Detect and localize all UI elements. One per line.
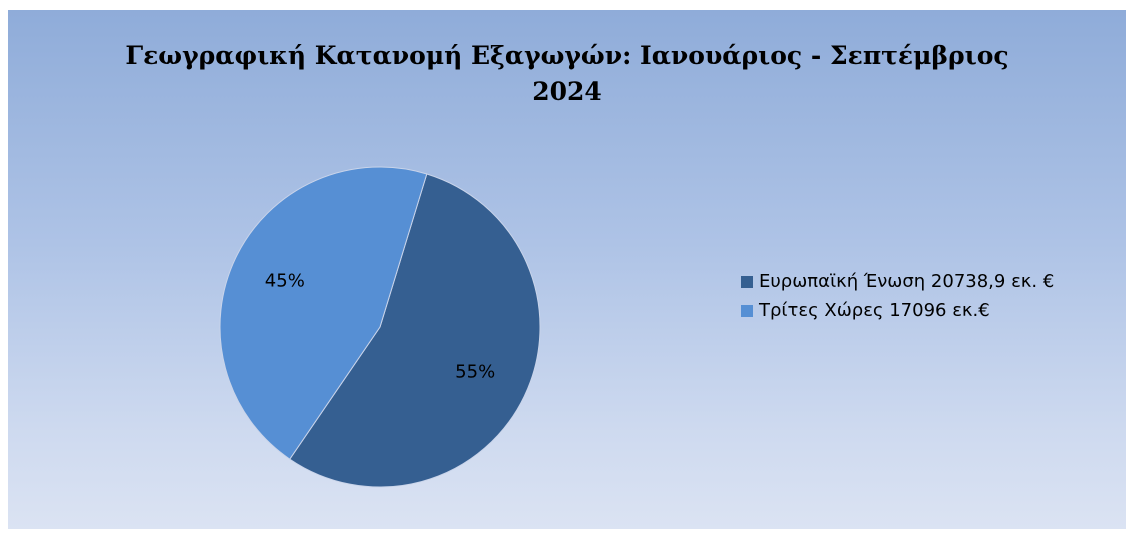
legend-label-third-countries: Τρίτες Χώρες 17096 εκ.€ bbox=[759, 300, 990, 321]
chart-title-line-1: Γεωγραφική Κατανομή Εξαγωγών: Ιανουάριος… bbox=[125, 41, 1009, 70]
legend-swatch-eu bbox=[741, 275, 753, 288]
pie-label-third-countries-percent: 45% bbox=[265, 270, 305, 291]
pie-label-eu-percent: 55% bbox=[455, 362, 495, 383]
legend-swatch-third-countries bbox=[741, 304, 753, 317]
chart-area: Γεωγραφική Κατανομή Εξαγωγών: Ιανουάριος… bbox=[8, 10, 1126, 529]
legend-item-eu: Ευρωπαϊκή Ένωση 20738,9 εκ. € bbox=[741, 267, 1054, 296]
legend-item-third-countries: Τρίτες Χώρες 17096 εκ.€ bbox=[741, 296, 1054, 325]
pie-chart: 55% 45% bbox=[219, 166, 541, 488]
chart-title: Γεωγραφική Κατανομή Εξαγωγών: Ιανουάριος… bbox=[8, 38, 1126, 110]
chart-title-line-2: 2024 bbox=[532, 77, 602, 106]
pie-slices bbox=[219, 166, 541, 488]
pie-labels: 55% 45% bbox=[265, 270, 495, 382]
pie-slice-third-countries bbox=[219, 166, 428, 460]
pie-slice-eu bbox=[289, 173, 541, 488]
legend-label-eu: Ευρωπαϊκή Ένωση 20738,9 εκ. € bbox=[759, 271, 1055, 292]
legend: Ευρωπαϊκή Ένωση 20738,9 εκ. € Τρίτες Χώρ… bbox=[741, 267, 1054, 325]
